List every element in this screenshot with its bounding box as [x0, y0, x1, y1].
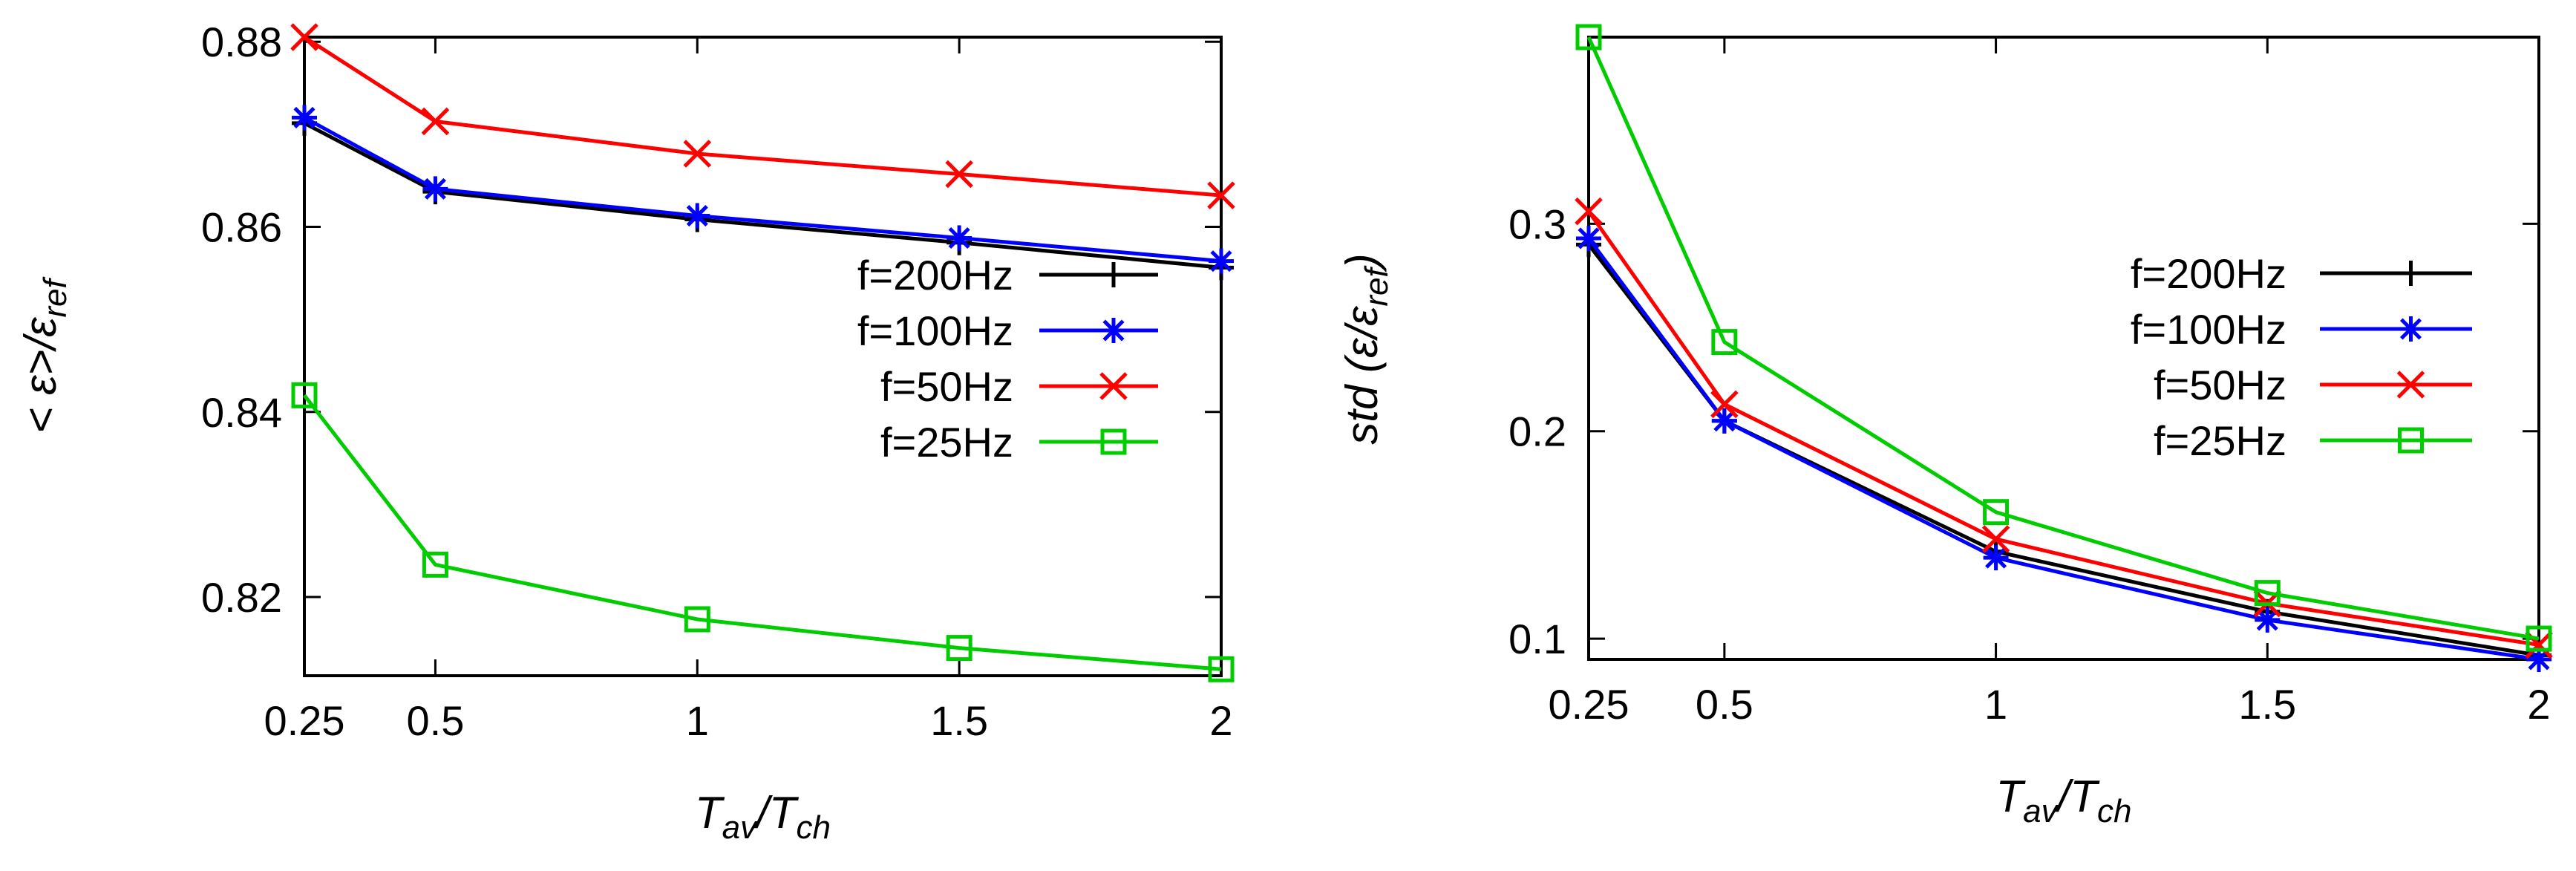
legend-label: f=25Hz [880, 419, 1013, 466]
data-point [291, 382, 318, 408]
y-tick-label: 0.2 [1508, 408, 1566, 455]
series-f=25Hz [1575, 24, 2552, 652]
plot-frame [303, 36, 1223, 677]
legend-item: f=25Hz [2154, 417, 2472, 464]
data-point [1983, 499, 2010, 526]
legend-marker [1101, 262, 1126, 287]
x-tick-label: 0.5 [406, 697, 464, 744]
data-point [422, 176, 448, 202]
legend-item: f=200Hz [857, 252, 1158, 299]
data-point [1711, 408, 1737, 434]
series-line [1587, 243, 2540, 657]
data-point [946, 635, 972, 662]
data-point [2254, 580, 2281, 607]
y-tick-label: 0.82 [201, 574, 282, 621]
chart-2: 0.25 0.5 1 1.5 2 0.1 0.2 0.3 Tav/Tch std (ε/εref)… [1337, 24, 2553, 829]
x-tick-label: 1 [686, 697, 709, 744]
legend-marker [2398, 316, 2424, 342]
legend-marker [2398, 427, 2424, 454]
legend: f=200Hz f=100Hz f=50Hz f=25Hz [2131, 250, 2472, 464]
legend-marker [1099, 372, 1128, 400]
data-point [2526, 625, 2552, 652]
x-tick-label: 0.5 [1696, 681, 1753, 728]
data-point [945, 160, 973, 189]
data-point [1711, 329, 1738, 356]
plot-frame [1587, 36, 2540, 661]
data-point [947, 225, 972, 251]
chart-1: 0.25 0.5 1 1.5 2 0.82 0.84 0.86 0.88 Tav/Tch < ε>/… [16, 19, 1235, 846]
legend-item: f=50Hz [2154, 362, 2472, 408]
x-tick-label: 0.25 [1549, 681, 1629, 728]
legend-item: f=200Hz [2131, 250, 2472, 297]
y-tick-label: 0.84 [201, 389, 282, 436]
legend-label: f=200Hz [857, 252, 1013, 299]
legend-marker [2398, 261, 2424, 286]
data-point [422, 551, 448, 578]
legend-marker [1101, 318, 1126, 343]
data-point [1208, 656, 1235, 682]
series-f=100Hz [1576, 225, 2552, 672]
data-point [1207, 181, 1235, 209]
data-point [2255, 607, 2281, 633]
y-tick-label: 0.86 [201, 204, 282, 251]
y-tick-label: 0.88 [201, 19, 282, 65]
data-point [1983, 545, 2009, 571]
data-point [684, 203, 710, 229]
y-axis-label: < ε>/εref [16, 275, 73, 433]
x-axis-label: Tav/Tch [695, 788, 831, 846]
y-axis-label: std (ε/εref) [1337, 253, 1395, 444]
series-line [1586, 36, 2540, 641]
legend-marker [2396, 371, 2425, 399]
series-f=200Hz [292, 110, 1234, 281]
legend-label: f=50Hz [2154, 362, 2286, 408]
legend-marker [1100, 428, 1127, 455]
legend: f=200Hz f=100Hz f=50Hz f=25Hz [857, 252, 1158, 466]
series-f=50Hz [290, 23, 1235, 209]
x-tick-label: 0.25 [264, 697, 345, 744]
series-line [1586, 237, 2540, 662]
data-point [1575, 24, 1602, 50]
x-tick-label: 2 [2527, 681, 2550, 728]
legend-label: f=100Hz [857, 307, 1013, 354]
data-point [1576, 225, 1601, 251]
data-point [1710, 390, 1739, 419]
legend-item: f=50Hz [880, 363, 1158, 410]
x-axis-label: Tav/Tch [1996, 771, 2132, 829]
x-tick-label: 1.5 [930, 697, 988, 744]
legend-item: f=100Hz [2131, 306, 2472, 353]
legend-label: f=100Hz [2131, 306, 2286, 353]
legend-label: f=25Hz [2154, 417, 2286, 464]
legend-item: f=100Hz [857, 307, 1158, 354]
x-tick-label: 1 [1984, 681, 2007, 728]
x-tick-label: 2 [1209, 697, 1232, 744]
data-point [684, 606, 710, 633]
data-point [421, 107, 450, 136]
data-point [1209, 248, 1234, 274]
series-line [303, 394, 1222, 671]
data-point [1981, 525, 2010, 553]
legend-label: f=50Hz [880, 363, 1013, 410]
data-point [292, 105, 317, 131]
data-point [290, 23, 318, 51]
data-point [1575, 197, 1603, 226]
legend-item: f=25Hz [880, 419, 1158, 466]
y-tick-label: 0.1 [1508, 616, 1566, 662]
series-f=25Hz [291, 382, 1235, 682]
y-tick-label: 0.3 [1508, 200, 1566, 247]
legend-label: f=200Hz [2131, 250, 2286, 297]
series-f=100Hz [292, 105, 1234, 274]
x-tick-label: 1.5 [2238, 681, 2296, 728]
data-point [683, 140, 712, 168]
